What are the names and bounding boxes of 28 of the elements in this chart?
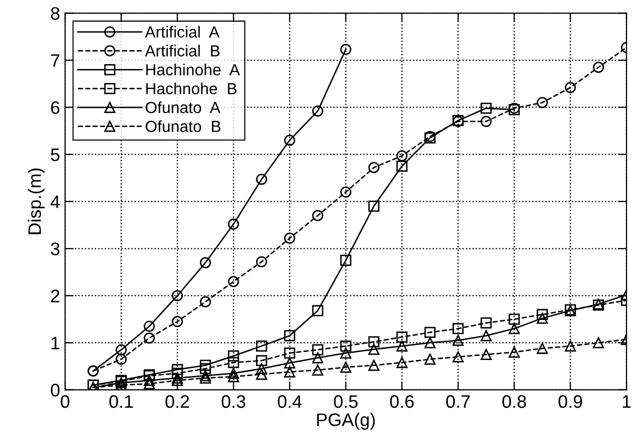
x-tick-label: 0.2	[166, 395, 190, 408]
y-tick-label: 2	[51, 290, 60, 302]
legend-label: Hachnohe B	[146, 82, 236, 94]
y-tick-label: 5	[50, 148, 60, 162]
legend-label: Hachinohe A	[146, 64, 240, 76]
x-tick-label: 0.3	[222, 395, 246, 408]
x-tick-label: 0.1	[109, 395, 133, 408]
y-tick-label: 0	[50, 384, 60, 397]
y-tick-label: 3	[50, 242, 60, 256]
legend-label: Artificial B	[144, 44, 220, 57]
x-tick-label: 0.5	[334, 395, 358, 408]
x-tick-label: 0.7	[446, 395, 470, 408]
x-axis-title: PGA(g)	[317, 412, 375, 430]
legend-label: Ofunato A	[146, 101, 220, 114]
y-tick-label: 4	[50, 196, 60, 208]
legend-label: Artificial A	[144, 26, 220, 38]
x-tick-label: 1	[622, 395, 631, 408]
y-tick-label: 7	[51, 54, 60, 67]
y-tick-label: 8	[50, 7, 60, 20]
y-tick-label: 6	[51, 101, 60, 114]
y-tick-label: 1	[52, 336, 60, 350]
x-tick-label: 0.8	[502, 395, 526, 408]
y-axis-title: Disp.(m)	[28, 168, 45, 234]
x-tick-label: 0.9	[558, 395, 582, 408]
x-tick-label: 0	[60, 395, 70, 408]
x-tick-label: 0.4	[278, 395, 302, 408]
x-tick-label: 0.6	[390, 395, 414, 408]
legend-label: Ofunato B	[146, 120, 220, 132]
